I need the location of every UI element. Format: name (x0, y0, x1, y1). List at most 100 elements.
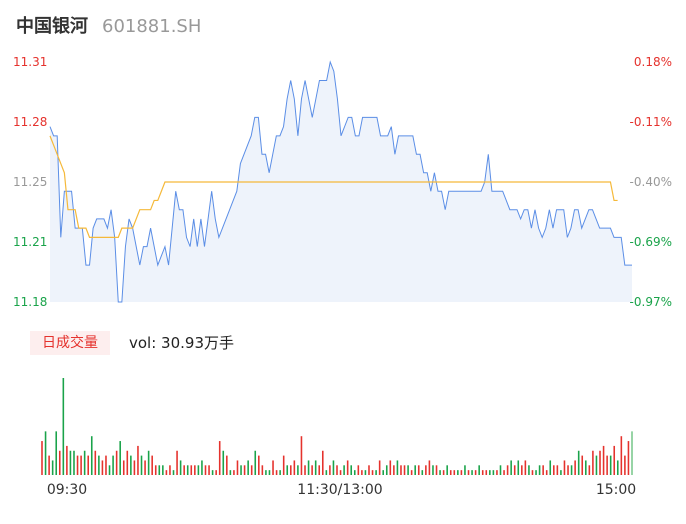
volume-bar (218, 441, 221, 475)
volume-bar (101, 460, 104, 475)
volume-bar (627, 441, 630, 475)
volume-bar (506, 465, 509, 475)
volume-bar (222, 450, 225, 475)
volume-bar (229, 470, 232, 475)
volume-bar (204, 465, 207, 475)
volume-bar (190, 465, 193, 475)
volume-bar (496, 470, 498, 475)
volume-bar (467, 470, 470, 475)
volume-bar (528, 465, 530, 475)
volume-bar (240, 465, 242, 475)
volume-bar (176, 450, 178, 475)
left-tick-label: 11.28 (13, 115, 47, 129)
volume-bar (194, 465, 196, 475)
volume-bar (186, 465, 189, 475)
volume-bar (279, 470, 281, 475)
volume-bar (158, 465, 161, 475)
volume-bar (44, 431, 47, 475)
volume-bar (211, 470, 214, 475)
volume-bar (90, 436, 93, 475)
volume-bar (258, 455, 260, 475)
volume-bar (201, 460, 203, 475)
volume-bar (76, 455, 79, 475)
volume-bar (378, 460, 381, 475)
volume-bar (162, 465, 164, 475)
volume-bar (613, 445, 616, 475)
volume-bar (432, 465, 434, 475)
volume-bar (563, 460, 566, 475)
left-tick-label: 11.21 (13, 235, 47, 249)
volume-bar (343, 465, 345, 475)
volume-bar (553, 465, 555, 475)
volume-bar (592, 450, 594, 475)
volume-bar (471, 470, 473, 475)
volume-bar (499, 465, 502, 475)
left-price-axis: 11.31 11.28 11.25 11.21 11.18 (13, 55, 47, 309)
volume-bar (69, 450, 72, 475)
volume-bar (410, 470, 413, 475)
volume-bar (428, 460, 431, 475)
volume-bar (489, 470, 491, 475)
volume-bar (620, 436, 623, 475)
volume-bar (126, 450, 129, 475)
volume-bar (51, 460, 54, 475)
left-tick-label: 11.25 (13, 175, 47, 189)
volume-bar (94, 450, 97, 475)
volume-bar (439, 470, 441, 475)
volume-bar (293, 460, 296, 475)
volume-bar (108, 465, 111, 475)
volume-bar (254, 450, 257, 475)
average-line (49, 135, 618, 238)
volume-bar (517, 460, 520, 475)
left-tick-label: 11.18 (13, 295, 47, 309)
volume-bar (98, 455, 100, 475)
volume-bar (457, 470, 459, 475)
volume-bar (588, 465, 591, 475)
volume-bar (62, 378, 65, 475)
stock-code: 601881.SH (102, 16, 202, 37)
volume-bar (133, 460, 136, 475)
volume-bar (169, 465, 171, 475)
volume-bar (442, 470, 445, 475)
volume-bar (521, 465, 523, 475)
volume-bar (385, 465, 388, 475)
volume-bar (574, 460, 576, 475)
volume-bar (542, 465, 544, 475)
volume-bar (112, 455, 114, 475)
volume-bar (250, 465, 253, 475)
volume-bar (481, 470, 484, 475)
volume-bar (570, 465, 573, 475)
volume-bar (115, 450, 118, 475)
time-axis: 09:30 11:30/13:00 15:00 (47, 482, 636, 498)
volume-bar (41, 441, 43, 475)
volume-bar (265, 470, 267, 475)
volume-bar (538, 465, 541, 475)
volume-bar (567, 465, 569, 475)
volume-bar (300, 436, 303, 475)
volume-bar (151, 455, 153, 475)
volume-bar (58, 450, 61, 475)
volume-bar (353, 470, 356, 475)
right-tick-label: -0.97% (630, 295, 672, 309)
volume-bar (389, 460, 392, 475)
volume-bar (531, 470, 534, 475)
volume-bar (535, 470, 537, 475)
volume-bar (80, 455, 82, 475)
volume-bar (545, 470, 548, 475)
volume-total: vol: 30.93万手 (129, 334, 234, 352)
volume-bar (311, 465, 313, 475)
volume-bar (364, 470, 367, 475)
price-line-layer (49, 60, 632, 303)
volume-bar (321, 450, 324, 475)
volume-bar (368, 465, 370, 475)
volume-tag: 日成交量 (30, 331, 110, 355)
volume-bar (382, 470, 384, 475)
volume-bar (421, 470, 424, 475)
stock-name: 中国银河 (16, 16, 88, 37)
volume-bar (197, 465, 200, 475)
volume-bar (297, 465, 299, 475)
volume-bar (585, 460, 587, 475)
volume-bar (513, 465, 516, 475)
right-tick-label: 0.18% (634, 55, 672, 69)
